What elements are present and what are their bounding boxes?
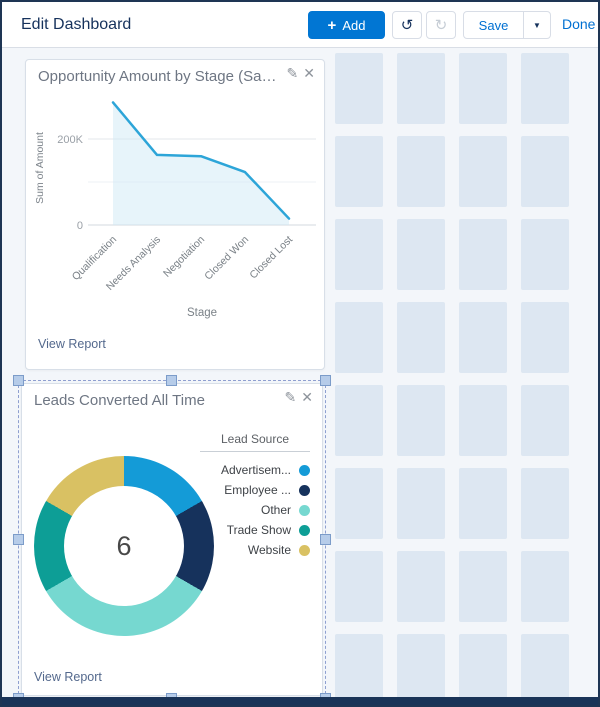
grid-cell bbox=[335, 634, 383, 705]
svg-text:Sum of Amount: Sum of Amount bbox=[34, 132, 46, 204]
grid-cell bbox=[459, 634, 507, 705]
resize-handle-top-right[interactable] bbox=[320, 375, 331, 386]
edit-widget-icon[interactable]: ✎ bbox=[284, 389, 297, 405]
grid-cell bbox=[521, 219, 569, 290]
donut-center-total: 6 bbox=[116, 530, 132, 561]
grid-cell bbox=[397, 136, 445, 207]
svg-text:Negotiation: Negotiation bbox=[161, 234, 207, 280]
svg-text:Closed Lost: Closed Lost bbox=[247, 234, 295, 282]
resize-handle-middle-left[interactable] bbox=[13, 534, 24, 545]
widget-opportunity-amount[interactable]: Opportunity Amount by Stage (Sam... ✎ ✕ … bbox=[25, 59, 325, 370]
view-report-link[interactable]: View Report bbox=[34, 670, 102, 684]
grid-cell bbox=[459, 136, 507, 207]
grid-cell bbox=[521, 634, 569, 705]
widget-title: Leads Converted All Time bbox=[34, 392, 205, 409]
grid-cell bbox=[397, 219, 445, 290]
legend-item-label: Other bbox=[260, 503, 291, 517]
page-title: Edit Dashboard bbox=[21, 16, 132, 33]
legend-item: Trade Show bbox=[200, 520, 310, 540]
grid-cell bbox=[335, 219, 383, 290]
grid-cell bbox=[521, 385, 569, 456]
legend-item: Advertisem... bbox=[200, 460, 310, 480]
svg-text:0: 0 bbox=[77, 220, 83, 232]
grid-cell bbox=[397, 302, 445, 373]
add-button-label: Add bbox=[342, 17, 366, 33]
grid-cell bbox=[459, 219, 507, 290]
layout-grid bbox=[335, 53, 569, 705]
legend-item: Other bbox=[200, 500, 310, 520]
grid-cell bbox=[521, 53, 569, 124]
grid-cell bbox=[521, 468, 569, 539]
svg-text:Stage: Stage bbox=[187, 307, 217, 319]
resize-handle-top-center[interactable] bbox=[166, 375, 177, 386]
grid-cell bbox=[397, 53, 445, 124]
resize-handle-middle-right[interactable] bbox=[320, 534, 331, 545]
undo-icon: ↺ bbox=[400, 17, 414, 34]
grid-cell bbox=[335, 302, 383, 373]
close-widget-icon[interactable]: ✕ bbox=[303, 65, 315, 81]
legend-title: Lead Source bbox=[200, 432, 310, 452]
window-bottom-edge bbox=[2, 697, 598, 705]
widget-leads-converted[interactable]: Leads Converted All Time ✎ ✕ 6 Lead Sour… bbox=[21, 383, 323, 696]
legend-color-dot bbox=[299, 524, 310, 536]
legend-item: Employee ... bbox=[200, 480, 310, 500]
legend-color-dot bbox=[299, 464, 310, 476]
legend-item-label: Advertisem... bbox=[220, 463, 291, 477]
close-widget-icon[interactable]: ✕ bbox=[301, 389, 313, 405]
view-report-link[interactable]: View Report bbox=[38, 337, 106, 351]
grid-cell bbox=[397, 385, 445, 456]
grid-cell bbox=[335, 385, 383, 456]
save-button-group: Save ▼ bbox=[463, 11, 551, 39]
done-link[interactable]: Done bbox=[562, 16, 596, 32]
add-widget-button[interactable]: + Add bbox=[308, 11, 385, 39]
grid-cell bbox=[397, 468, 445, 539]
grid-cell bbox=[459, 551, 507, 622]
grid-cell bbox=[397, 551, 445, 622]
resize-handle-top-left[interactable] bbox=[13, 375, 24, 386]
grid-cell bbox=[335, 53, 383, 124]
grid-cell bbox=[521, 302, 569, 373]
donut-chart: 6 bbox=[34, 456, 214, 636]
grid-cell bbox=[459, 468, 507, 539]
redo-button[interactable]: ↻ bbox=[426, 11, 456, 39]
save-button[interactable]: Save bbox=[478, 17, 509, 33]
legend-item: Website bbox=[200, 540, 310, 560]
legend-item-label: Website bbox=[247, 543, 291, 557]
grid-cell bbox=[335, 551, 383, 622]
edit-dashboard-header: Edit Dashboard + Add ↺ ↻ Save ▼ Done bbox=[2, 2, 598, 48]
legend-item-label: Employee ... bbox=[224, 483, 291, 497]
legend-color-dot bbox=[299, 504, 310, 516]
grid-cell bbox=[521, 136, 569, 207]
legend-color-dot bbox=[299, 544, 310, 556]
edit-widget-icon[interactable]: ✎ bbox=[286, 65, 299, 81]
legend-item-label: Trade Show bbox=[226, 523, 291, 537]
svg-text:200K: 200K bbox=[57, 134, 83, 146]
grid-cell bbox=[397, 634, 445, 705]
grid-cell bbox=[521, 551, 569, 622]
plus-icon: + bbox=[327, 16, 337, 34]
save-dropdown-button[interactable]: ▼ bbox=[523, 12, 550, 38]
svg-text:Closed Won: Closed Won bbox=[202, 234, 251, 283]
undo-button[interactable]: ↺ bbox=[392, 11, 422, 39]
chart-legend: Lead Source Advertisem... Employee ... Oth… bbox=[200, 432, 310, 560]
grid-cell bbox=[335, 468, 383, 539]
chevron-down-icon: ▼ bbox=[533, 20, 541, 30]
widget-title: Opportunity Amount by Stage (Sam... bbox=[38, 68, 278, 85]
grid-cell bbox=[459, 385, 507, 456]
redo-icon: ↻ bbox=[434, 17, 448, 34]
grid-cell bbox=[335, 136, 383, 207]
grid-cell bbox=[459, 53, 507, 124]
dashboard-canvas: Opportunity Amount by Stage (Sam... ✎ ✕ … bbox=[2, 48, 598, 705]
legend-color-dot bbox=[299, 484, 310, 496]
grid-cell bbox=[459, 302, 507, 373]
